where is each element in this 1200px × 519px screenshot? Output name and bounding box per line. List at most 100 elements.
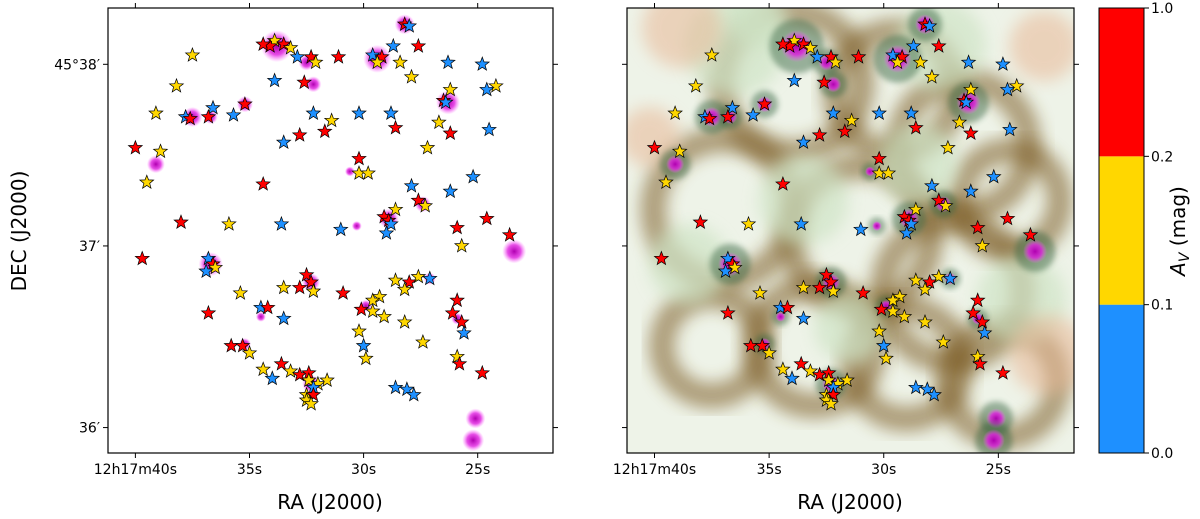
x-tick-label: 35s — [757, 462, 782, 478]
source-star-blue — [825, 105, 842, 121]
source-star-blue — [717, 263, 734, 279]
source-star-blue — [198, 263, 214, 279]
source-star-red — [273, 355, 290, 371]
source-star-blue — [440, 54, 456, 70]
source-star-yellow — [369, 54, 386, 70]
source-star-yellow — [908, 201, 924, 217]
colorbar-segment-blue — [1099, 304, 1144, 453]
source-star-blue — [378, 225, 395, 240]
y-axis-title: DEC (J2000) — [7, 171, 31, 292]
warm-dust-patch — [1008, 314, 1074, 395]
source-star-yellow — [152, 143, 169, 159]
source-star-yellow — [241, 344, 258, 360]
source-star-blue — [273, 215, 290, 231]
right-panel-frame — [626, 7, 1075, 454]
source-star-yellow — [667, 105, 683, 121]
source-star-red — [823, 274, 839, 289]
source-star-red — [795, 36, 812, 52]
source-star-red — [720, 304, 736, 320]
source-star-blue — [264, 370, 281, 386]
source-star-red — [930, 37, 947, 53]
source-star-red — [811, 126, 828, 142]
source-star-blue — [809, 48, 826, 64]
colorbar-tick-label: 0.1 — [1151, 298, 1173, 314]
source-star-red — [200, 304, 217, 320]
source-star-red — [451, 355, 468, 371]
source-star-red — [401, 274, 418, 289]
source-star-yellow — [387, 201, 404, 217]
source-star-blue — [289, 48, 306, 64]
x-tick-label: 30s — [871, 462, 896, 478]
source-star-yellow — [221, 215, 237, 231]
source-star-yellow — [417, 197, 434, 213]
source-star-red — [134, 250, 151, 266]
source-star-blue — [385, 37, 402, 53]
source-star-blue — [903, 215, 920, 231]
colorbar-tick-label: 0.0 — [1151, 446, 1173, 462]
source-star-red — [296, 74, 313, 90]
source-star-yellow — [761, 344, 777, 360]
source-star-blue — [405, 386, 422, 402]
source-star-yellow — [704, 47, 720, 62]
source-star-red — [965, 304, 981, 320]
source-star-yellow — [184, 46, 201, 62]
diffuse-region — [648, 224, 729, 305]
source-star-blue — [976, 324, 993, 340]
emission-blob — [825, 76, 842, 93]
source-star-red — [127, 139, 144, 155]
source-star-red — [969, 292, 986, 308]
source-star-blue — [364, 47, 381, 62]
source-star-blue — [724, 99, 741, 115]
source-star-yellow — [880, 165, 897, 180]
source-star-blue — [795, 310, 812, 326]
source-star-yellow — [303, 395, 319, 411]
dust-ring — [946, 137, 1073, 264]
source-star-red — [995, 364, 1011, 380]
source-star-yellow — [775, 361, 791, 377]
source-star-blue — [205, 99, 221, 115]
source-star-yellow — [924, 68, 940, 84]
source-star-red — [793, 355, 810, 371]
source-star-blue — [481, 121, 497, 137]
source-star-blue — [995, 56, 1011, 71]
source-star-red — [449, 292, 465, 308]
source-star-red — [653, 250, 670, 266]
source-star-yellow — [453, 237, 470, 253]
left-panel-background — [108, 8, 553, 453]
source-star-yellow — [282, 363, 299, 378]
source-star-red — [779, 299, 796, 315]
source-star-red — [291, 279, 308, 295]
source-star-yellow — [843, 112, 860, 128]
source-star-blue — [1002, 121, 1018, 137]
source-star-blue — [351, 105, 367, 121]
source-star-red — [701, 110, 718, 126]
emission-blob — [864, 166, 875, 177]
source-star-yellow — [917, 314, 933, 329]
x-tick-label: 12h17m40s — [94, 462, 177, 478]
warm-dust-patch — [642, 8, 723, 68]
source-star-blue — [403, 177, 420, 193]
x-tick-label: 12h17m40s — [613, 462, 696, 478]
source-star-yellow — [827, 54, 844, 70]
source-star-red — [818, 266, 835, 282]
source-star-red — [646, 139, 663, 155]
source-star-blue — [853, 221, 869, 237]
emission-blob — [305, 76, 322, 93]
source-star-yellow — [752, 284, 768, 300]
source-star-yellow — [871, 323, 887, 338]
source-star-red — [200, 108, 217, 124]
source-star-blue — [999, 81, 1016, 97]
source-star-yellow — [415, 334, 431, 349]
source-star-yellow — [917, 281, 933, 297]
source-star-red — [974, 314, 991, 329]
source-star-red — [999, 210, 1016, 226]
source-star-blue — [225, 107, 242, 122]
source-star-blue — [871, 105, 887, 121]
source-star-blue — [885, 47, 901, 62]
source-star-red — [775, 176, 791, 191]
source-star-yellow — [671, 143, 688, 159]
left-x-axis-title: RA (J2000) — [277, 490, 383, 514]
source-star-yellow — [937, 197, 954, 213]
x-tick-label: 25s — [465, 462, 490, 478]
